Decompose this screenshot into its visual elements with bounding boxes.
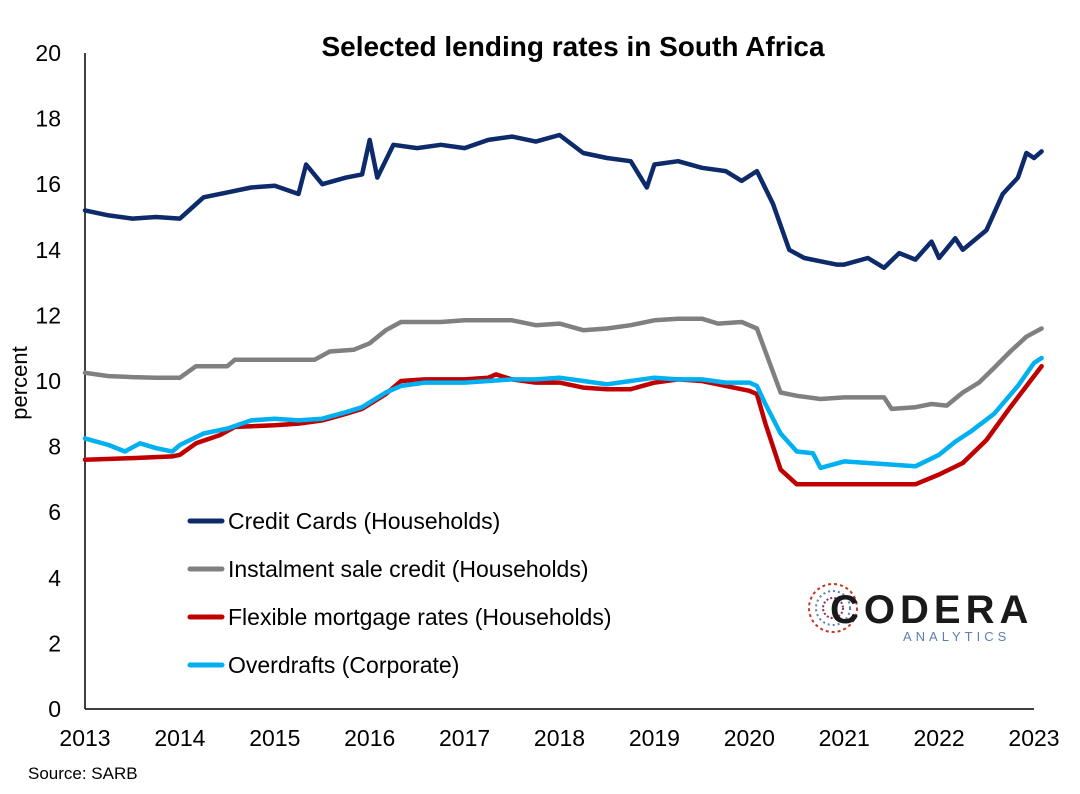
x-tick-label: 2020 — [724, 725, 775, 751]
y-tick-label: 20 — [35, 40, 61, 66]
y-tick-label: 16 — [35, 171, 61, 197]
logo-wordmark: CODERA — [830, 588, 1033, 632]
legend: Credit Cards (Households) Instalment sale… — [187, 508, 612, 678]
legend-label: Credit Cards (Households) — [228, 508, 500, 534]
series-lines — [82, 132, 1044, 487]
y-tick-label: 0 — [48, 696, 61, 722]
series-line-1 — [82, 132, 1044, 271]
legend-label: Instalment sale credit (Households) — [228, 556, 589, 582]
series-line-4 — [82, 355, 1044, 471]
x-tick-label: 2015 — [249, 725, 300, 751]
x-tick-label: 2019 — [629, 725, 680, 751]
x-tick-label: 2014 — [154, 725, 205, 751]
x-tick-label: 2013 — [59, 725, 110, 751]
y-tick-label: 14 — [35, 237, 61, 263]
y-tick-label: 10 — [35, 368, 61, 394]
legend-label: Overdrafts (Corporate) — [228, 652, 459, 678]
x-tick-label: 2016 — [344, 725, 395, 751]
x-axis-ticks: 2013 2014 2015 2016 2017 2018 2019 2020 2021 2022… — [59, 725, 1059, 751]
y-tick-label: 18 — [35, 106, 61, 132]
x-tick-label: 2023 — [1008, 725, 1059, 751]
y-tick-label: 12 — [35, 302, 61, 328]
source-note: Source: SARB — [28, 764, 138, 783]
series-line-3 — [82, 363, 1044, 487]
logo-mark-icon — [808, 583, 858, 633]
x-tick-label: 2021 — [819, 725, 870, 751]
x-tick-label: 2022 — [914, 725, 965, 751]
series-line-2 — [82, 316, 1044, 412]
legend-label: Flexible mortgage rates (Households) — [228, 604, 612, 630]
x-tick-label: 2017 — [439, 725, 490, 751]
y-axis-label: percent — [7, 346, 32, 419]
y-tick-label: 6 — [48, 499, 61, 525]
y-tick-label: 2 — [48, 630, 61, 656]
codera-logo: CODERA ANALYTICS — [808, 583, 1033, 644]
y-tick-label: 4 — [48, 565, 61, 591]
y-axis-ticks: 0 2 4 6 8 10 12 14 16 18 20 — [35, 40, 61, 722]
x-tick-label: 2018 — [534, 725, 585, 751]
y-tick-label: 8 — [48, 434, 61, 460]
chart-title: Selected lending rates in South Africa — [321, 31, 824, 62]
logo-subtitle: ANALYTICS — [903, 629, 1010, 644]
